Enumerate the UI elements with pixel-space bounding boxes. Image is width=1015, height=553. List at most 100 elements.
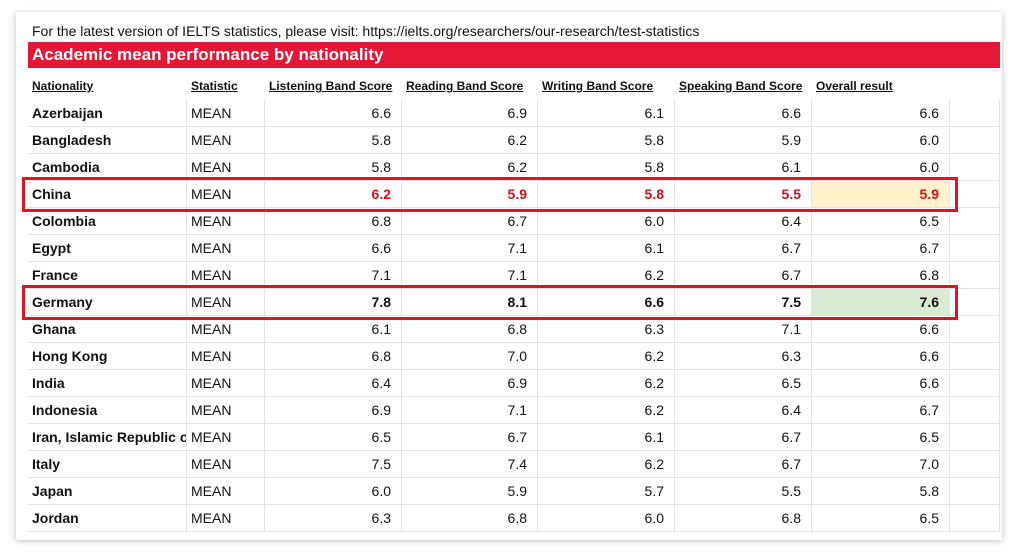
score-cell: 6.7 (402, 424, 538, 451)
empty-cell (950, 262, 1000, 289)
score-cell: 5.5 (675, 478, 812, 505)
score-cell: 6.5 (812, 208, 950, 235)
nationality-cell: Germany (28, 289, 187, 316)
score-cell: 6.0 (538, 505, 675, 532)
score-cell: 6.8 (402, 316, 538, 343)
score-cell: 5.9 (402, 181, 538, 208)
score-cell: 6.6 (812, 100, 950, 127)
statistic-cell: MEAN (187, 316, 265, 343)
empty-cell (950, 127, 1000, 154)
empty-cell (950, 316, 1000, 343)
score-cell: 6.0 (812, 127, 950, 154)
statistic-cell: MEAN (187, 289, 265, 316)
score-cell: 6.8 (812, 262, 950, 289)
score-cell: 6.3 (538, 316, 675, 343)
score-cell: 6.3 (675, 343, 812, 370)
empty-cell (950, 397, 1000, 424)
column-header: Statistic (191, 79, 238, 93)
score-cell: 6.1 (538, 235, 675, 262)
statistic-cell: MEAN (187, 181, 265, 208)
sheet-card (16, 12, 1002, 540)
highlight-box (22, 285, 958, 320)
score-cell: 6.5 (812, 505, 950, 532)
score-cell: 6.1 (538, 100, 675, 127)
score-cell: 6.9 (402, 370, 538, 397)
score-cell: 7.5 (675, 289, 812, 316)
empty-cell (950, 478, 1000, 505)
nationality-cell: Jordan (28, 505, 187, 532)
statistic-cell: MEAN (187, 208, 265, 235)
score-cell: 6.4 (265, 370, 402, 397)
score-cell: 6.5 (812, 424, 950, 451)
score-cell: 6.2 (538, 262, 675, 289)
score-cell: 7.1 (402, 262, 538, 289)
empty-cell (950, 451, 1000, 478)
statistic-cell: MEAN (187, 424, 265, 451)
statistic-cell: MEAN (187, 100, 265, 127)
score-cell: 6.6 (265, 235, 402, 262)
score-cell: 7.8 (265, 289, 402, 316)
score-cell: 6.2 (402, 127, 538, 154)
score-cell: 6.2 (538, 370, 675, 397)
column-header: Reading Band Score (406, 79, 524, 93)
score-cell: 6.3 (265, 505, 402, 532)
nationality-cell: Ghana (28, 316, 187, 343)
score-cell: 6.6 (812, 370, 950, 397)
score-cell: 6.0 (265, 478, 402, 505)
score-cell: 6.7 (812, 235, 950, 262)
score-cell: 6.7 (402, 208, 538, 235)
score-cell: 6.5 (265, 424, 402, 451)
score-cell: 6.1 (675, 154, 812, 181)
score-cell: 7.1 (265, 262, 402, 289)
nationality-cell: Bangladesh (28, 127, 187, 154)
score-cell: 5.5 (675, 181, 812, 208)
empty-cell (950, 154, 1000, 181)
statistic-cell: MEAN (187, 505, 265, 532)
score-cell: 5.8 (538, 154, 675, 181)
score-cell: 7.0 (812, 451, 950, 478)
score-cell: 6.6 (675, 100, 812, 127)
score-cell: 7.6 (812, 289, 950, 316)
statistic-cell: MEAN (187, 451, 265, 478)
score-cell: 6.2 (402, 154, 538, 181)
score-cell: 6.9 (265, 397, 402, 424)
empty-cell (950, 424, 1000, 451)
empty-cell (950, 505, 1000, 532)
column-header: Nationality (32, 79, 94, 93)
score-cell: 7.5 (265, 451, 402, 478)
statistic-cell: MEAN (187, 154, 265, 181)
nationality-cell: Hong Kong (28, 343, 187, 370)
highlight-box (22, 177, 958, 212)
score-cell: 6.6 (812, 343, 950, 370)
score-cell: 6.0 (538, 208, 675, 235)
statistic-cell: MEAN (187, 343, 265, 370)
nationality-cell: China (28, 181, 187, 208)
score-cell: 6.4 (675, 208, 812, 235)
score-cell: 7.0 (402, 343, 538, 370)
statistic-cell: MEAN (187, 127, 265, 154)
score-cell: 6.0 (812, 154, 950, 181)
score-cell: 5.9 (402, 478, 538, 505)
nationality-cell: Japan (28, 478, 187, 505)
nationality-cell: Iran, Islamic Republic of (28, 424, 187, 451)
column-header: Speaking Band Score (679, 79, 803, 93)
statistic-cell: MEAN (187, 370, 265, 397)
statistic-cell: MEAN (187, 478, 265, 505)
score-cell: 6.5 (675, 370, 812, 397)
score-cell: 5.8 (538, 181, 675, 208)
score-cell: 5.8 (812, 478, 950, 505)
column-header: Listening Band Score (269, 79, 393, 93)
statistic-cell: MEAN (187, 397, 265, 424)
nationality-cell: India (28, 370, 187, 397)
score-cell: 6.7 (812, 397, 950, 424)
score-cell: 6.7 (675, 262, 812, 289)
score-cell: 5.7 (538, 478, 675, 505)
score-cell: 6.2 (538, 397, 675, 424)
score-cell: 6.4 (675, 397, 812, 424)
score-cell: 7.1 (402, 397, 538, 424)
score-cell: 7.4 (402, 451, 538, 478)
empty-cell (950, 370, 1000, 397)
score-cell: 6.9 (402, 100, 538, 127)
empty-cell (950, 100, 1000, 127)
